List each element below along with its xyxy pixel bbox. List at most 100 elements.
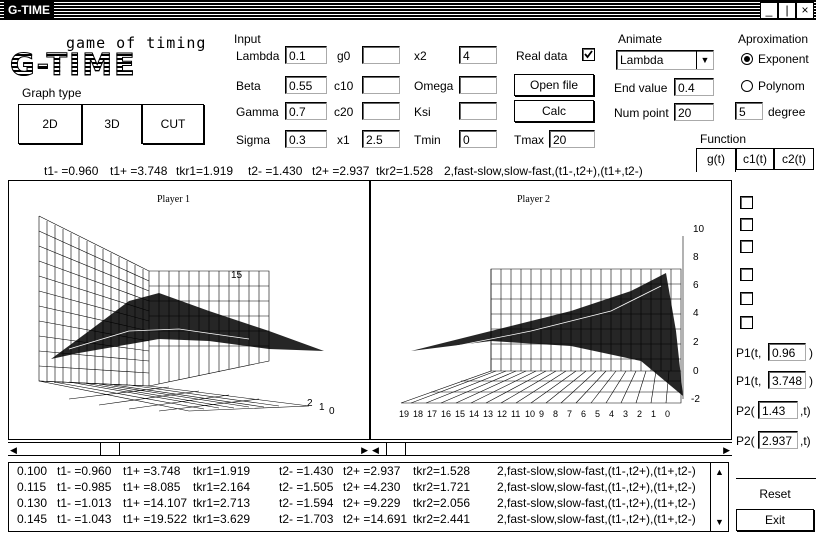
row-tkr2: tkr2=2.441 <box>413 512 471 526</box>
results-row[interactable]: 0.145 t1- =1.043 t1+ =19.522 tkr1=3.629 … <box>9 511 710 527</box>
omega-input[interactable] <box>459 76 497 94</box>
row-tkr1: tkr1=2.164 <box>193 480 251 494</box>
player2-plot: Player 2 10 8 6 4 2 0 -2 19 18 17 16 15 … <box>370 180 732 440</box>
option-checkbox-2[interactable] <box>740 218 753 231</box>
player2-ztick-4: 4 <box>693 308 699 319</box>
player2-xtick: 19 <box>399 409 410 419</box>
row-tkr1: tkr1=2.713 <box>193 496 251 510</box>
scroll-left-icon[interactable]: ◀ <box>10 445 17 455</box>
row-strategy: 2,fast-slow,slow-fast,(t1-,t2+),(t1+,t2-… <box>497 496 696 510</box>
results-row[interactable]: 0.130 t1- =1.013 t1+ =14.107 tkr1=2.713 … <box>9 495 710 511</box>
tab-c1[interactable]: c1(t) <box>736 148 774 170</box>
player1-scrollbar[interactable]: ◀ ▶ <box>8 442 370 456</box>
divider <box>736 478 816 479</box>
lambda-input[interactable]: 0.1 <box>285 46 327 64</box>
exponent-label: Exponent <box>758 52 809 66</box>
calc-button[interactable]: Calc <box>514 100 594 122</box>
results-list[interactable]: 0.100 t1- =0.960 t1+ =3.748 tkr1=1.919 t… <box>8 462 711 532</box>
row-tkr2: tkr2=2.056 <box>413 496 471 510</box>
aproximation-label: Aproximation <box>738 32 809 46</box>
x2-input[interactable]: 4 <box>459 46 497 64</box>
maximize-button[interactable]: | <box>778 2 796 19</box>
beta-input[interactable]: 0.55 <box>285 76 327 94</box>
row-t1-plus: t1+ =19.522 <box>123 512 188 526</box>
x1-input[interactable]: 2.5 <box>362 130 400 148</box>
scroll-thumb[interactable] <box>386 443 406 455</box>
c20-input[interactable] <box>362 102 400 120</box>
player2-xtick: 6 <box>581 409 587 419</box>
chevron-down-icon[interactable]: ▼ <box>696 51 713 69</box>
row-tkr1: tkr1=1.919 <box>193 464 251 478</box>
player2-xtick: 18 <box>413 409 424 419</box>
tab-c2[interactable]: c2(t) <box>774 148 814 170</box>
polynom-radio[interactable] <box>741 80 753 92</box>
player2-xtick: 2 <box>637 409 643 419</box>
scroll-left-icon[interactable]: ◀ <box>372 445 379 455</box>
player1-title: Player 1 <box>157 194 191 205</box>
player2-title: Player 2 <box>517 194 551 205</box>
ksi-label: Ksi <box>414 105 431 119</box>
animate-select[interactable]: Lambda ▼ <box>616 50 714 70</box>
option-checkbox-1[interactable] <box>740 196 753 209</box>
option-checkbox-5[interactable] <box>740 292 753 305</box>
tmax-input[interactable]: 20 <box>549 130 595 148</box>
sigma-input[interactable]: 0.3 <box>285 130 327 148</box>
c10-input[interactable] <box>362 76 400 94</box>
logo-subtitle: game of timing <box>66 34 207 52</box>
results-row[interactable]: 0.100 t1- =0.960 t1+ =3.748 tkr1=1.919 t… <box>9 463 710 479</box>
close-button[interactable]: × <box>796 2 814 19</box>
beta-label: Beta <box>236 79 261 93</box>
row-tkr2: tkr2=1.528 <box>413 464 471 478</box>
g0-input[interactable] <box>362 46 400 64</box>
minimize-button[interactable]: _ <box>760 2 778 19</box>
p2a-input[interactable]: 1.43 <box>758 401 798 419</box>
degree-input[interactable]: 5 <box>735 102 763 120</box>
scroll-right-icon[interactable]: ▶ <box>361 445 368 455</box>
tmax-label: Tmax <box>514 133 544 147</box>
reset-button[interactable]: Reset <box>736 484 814 506</box>
gamma-input[interactable]: 0.7 <box>285 102 327 120</box>
row-strategy: 2,fast-slow,slow-fast,(t1-,t2+),(t1+,t2-… <box>497 512 696 526</box>
open-file-button[interactable]: Open file <box>514 74 594 96</box>
row-t2-minus: t2- =1.594 <box>279 496 334 510</box>
ksi-input[interactable] <box>459 102 497 120</box>
tab-g[interactable]: g(t) <box>696 148 736 172</box>
player2-surface <box>400 236 684 404</box>
row-t1-plus: t1+ =14.107 <box>123 496 188 510</box>
graph-type-label: Graph type <box>22 86 82 100</box>
scroll-up-icon[interactable]: ▲ <box>715 467 724 477</box>
p1b-input[interactable]: 3.748 <box>768 371 806 389</box>
lambda-label: Lambda <box>236 49 280 63</box>
results-scrollbar[interactable]: ▲ ▼ <box>711 462 729 532</box>
end-value-input[interactable]: 0.4 <box>674 78 714 96</box>
player2-xtick: 11 <box>511 409 521 419</box>
gamma-label: Gamma <box>236 105 279 119</box>
results-row[interactable]: 0.115 t1- =0.985 t1+ =8.085 tkr1=2.164 t… <box>9 479 710 495</box>
option-checkbox-3[interactable] <box>740 240 753 253</box>
graph-3d-button[interactable]: 3D <box>82 104 142 144</box>
exit-button[interactable]: Exit <box>736 509 814 531</box>
graph-cut-button[interactable]: CUT <box>142 104 204 144</box>
row-lambda: 0.100 <box>17 464 48 478</box>
player2-xtick: 14 <box>469 409 480 419</box>
option-checkbox-4[interactable] <box>740 268 753 281</box>
tmin-input[interactable]: 0 <box>459 130 497 148</box>
row-t2-plus: t2+ =14.691 <box>343 512 408 526</box>
scroll-down-icon[interactable]: ▼ <box>715 517 724 527</box>
p1a-input[interactable]: 0.96 <box>768 343 806 361</box>
option-checkbox-6[interactable] <box>740 316 753 329</box>
player2-scrollbar[interactable]: ◀ ▶ <box>370 442 732 456</box>
row-strategy: 2,fast-slow,slow-fast,(t1-,t2+),(t1+,t2-… <box>497 480 696 494</box>
real-data-checkbox[interactable] <box>582 48 595 61</box>
player1-plot: Player 1 15 2 1 0 <box>8 180 370 440</box>
player2-xtick: 17 <box>427 409 438 419</box>
exponent-radio[interactable] <box>741 53 753 65</box>
graph-2d-button[interactable]: 2D <box>18 104 82 144</box>
scroll-right-icon[interactable]: ▶ <box>723 445 730 455</box>
row-t2-minus: t2- =1.505 <box>279 480 334 494</box>
num-point-input[interactable]: 20 <box>674 103 714 121</box>
player2-xtick: 3 <box>623 409 629 419</box>
p2b-input[interactable]: 2.937 <box>758 431 798 449</box>
scroll-thumb[interactable] <box>100 443 120 455</box>
player2-ztick-10: 10 <box>693 224 705 235</box>
